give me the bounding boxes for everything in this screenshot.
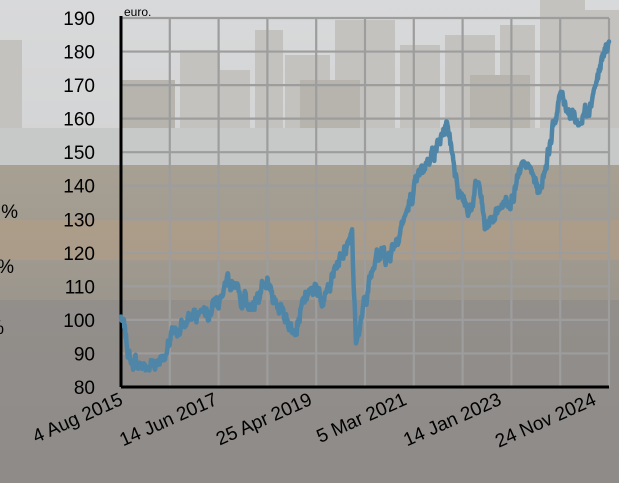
chart-axes	[119, 16, 609, 389]
x-tick-label: 14 Jun 2017	[117, 389, 221, 451]
cropped-percent-label: %	[0, 257, 14, 278]
y-tick-label: 80	[74, 378, 95, 399]
y-tick-label: 110	[65, 277, 95, 298]
y-axis-ticks: 80 90 100 110 120 130 140 150 160 170 180 190	[63, 9, 95, 399]
y-tick-label: 190	[63, 9, 95, 30]
y-tick-label: 160	[63, 110, 95, 131]
y-tick-label: 100	[63, 311, 95, 332]
y-tick-label: 120	[63, 244, 95, 265]
y-tick-label: 90	[74, 344, 95, 365]
y-tick-label: 150	[63, 143, 95, 164]
x-tick-label: 5 Mar 2021	[314, 389, 410, 447]
x-tick-label: 24 Nov 2024	[492, 389, 599, 452]
y-tick-label: 180	[63, 43, 95, 64]
x-tick-label: 25 Apr 2019	[213, 389, 315, 450]
series-layer	[118, 39, 612, 373]
series-line	[118, 39, 612, 373]
cropped-percent-label: %	[0, 318, 4, 339]
y-tick-label: 170	[63, 76, 95, 97]
unit-label: euro.	[124, 5, 151, 19]
cropped-percent-label: %	[1, 202, 18, 223]
x-tick-label: 14 Jan 2023	[401, 389, 505, 451]
y-tick-label: 130	[63, 210, 95, 231]
chart-grid	[119, 16, 611, 389]
cropped-side-labels: %%%	[0, 202, 18, 339]
y-tick-label: 140	[63, 177, 95, 198]
